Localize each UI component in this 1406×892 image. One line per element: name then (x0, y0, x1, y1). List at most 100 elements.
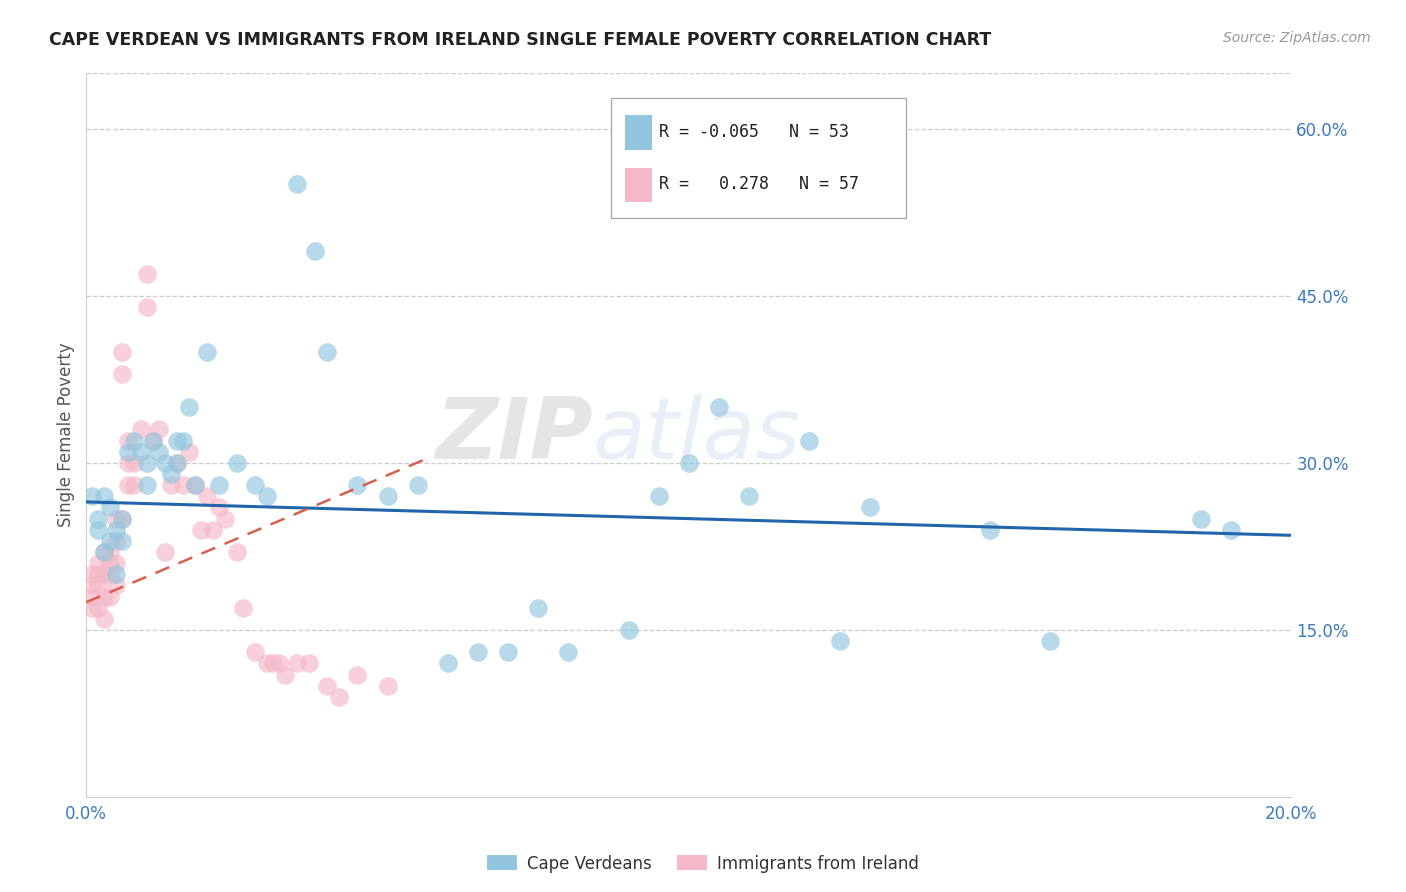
Point (129, 444, 152, 458)
Point (100, 500, 122, 515)
Point (274, 667, 297, 681)
Point (93, 612, 115, 626)
Point (93, 567, 115, 582)
Point (738, 489, 761, 503)
Point (142, 434, 165, 448)
Point (269, 657, 291, 671)
Point (1220, 523, 1243, 537)
Point (172, 478, 194, 492)
Point (166, 456, 188, 470)
Point (226, 456, 249, 470)
Point (148, 422, 170, 436)
Point (135, 456, 157, 470)
Point (298, 657, 321, 671)
Point (177, 444, 200, 458)
Point (304, 244, 326, 259)
Point (285, 178, 308, 192)
Point (166, 456, 188, 470)
Point (707, 401, 730, 415)
Point (232, 600, 254, 615)
Point (1189, 511, 1212, 525)
Point (527, 600, 550, 615)
Point (124, 434, 146, 448)
Text: R = -0.065   N = 53: R = -0.065 N = 53 (659, 123, 849, 141)
Point (111, 367, 134, 381)
Point (678, 456, 700, 470)
Point (316, 679, 339, 693)
Text: ZIP: ZIP (434, 393, 592, 476)
Point (135, 478, 157, 492)
Point (285, 657, 308, 671)
FancyBboxPatch shape (626, 168, 651, 202)
Point (93, 590, 115, 604)
Point (87, 523, 110, 537)
Point (87, 600, 110, 615)
Point (87, 556, 110, 570)
Point (828, 634, 851, 648)
Point (328, 690, 350, 704)
Point (135, 267, 157, 281)
Point (142, 434, 165, 448)
Point (256, 489, 278, 503)
Point (166, 434, 188, 448)
Point (377, 679, 399, 693)
Text: Source: ZipAtlas.com: Source: ZipAtlas.com (1223, 31, 1371, 45)
Point (93, 545, 115, 559)
Point (124, 456, 146, 470)
Point (159, 478, 181, 492)
Point (105, 523, 128, 537)
Point (214, 511, 236, 525)
Point (195, 344, 218, 359)
Point (177, 401, 200, 415)
Point (648, 489, 671, 503)
Point (111, 533, 134, 548)
Point (316, 344, 339, 359)
Y-axis label: Single Female Poverty: Single Female Poverty (58, 343, 75, 527)
Point (256, 657, 278, 671)
Point (105, 511, 128, 525)
Point (93, 489, 115, 503)
Point (105, 567, 128, 582)
Point (208, 478, 231, 492)
Point (100, 567, 122, 582)
Point (93, 545, 115, 559)
Legend: Cape Verdeans, Immigrants from Ireland: Cape Verdeans, Immigrants from Ireland (481, 848, 925, 880)
Point (190, 523, 212, 537)
Point (82, 590, 104, 604)
Point (377, 489, 399, 503)
Point (105, 556, 128, 570)
Point (111, 511, 134, 525)
Point (117, 478, 139, 492)
Point (557, 645, 579, 659)
Point (82, 600, 104, 615)
Point (437, 657, 460, 671)
Point (346, 667, 368, 681)
Point (100, 533, 122, 548)
Point (117, 456, 139, 470)
Point (135, 300, 157, 314)
Point (153, 456, 176, 470)
Point (117, 444, 139, 458)
Point (406, 478, 429, 492)
Point (799, 434, 821, 448)
Point (117, 434, 139, 448)
Point (617, 623, 640, 637)
Point (105, 533, 128, 548)
Point (467, 645, 489, 659)
Point (100, 545, 122, 559)
Text: atlas: atlas (592, 393, 800, 476)
Text: R =   0.278   N = 57: R = 0.278 N = 57 (659, 176, 859, 194)
Point (226, 545, 249, 559)
Point (859, 500, 882, 515)
Point (129, 422, 152, 436)
Point (100, 556, 122, 570)
Point (87, 578, 110, 592)
Point (172, 434, 194, 448)
Point (262, 657, 284, 671)
Point (979, 523, 1001, 537)
Point (124, 478, 146, 492)
Point (153, 545, 176, 559)
Point (105, 578, 128, 592)
Point (1039, 634, 1062, 648)
Point (87, 567, 110, 582)
